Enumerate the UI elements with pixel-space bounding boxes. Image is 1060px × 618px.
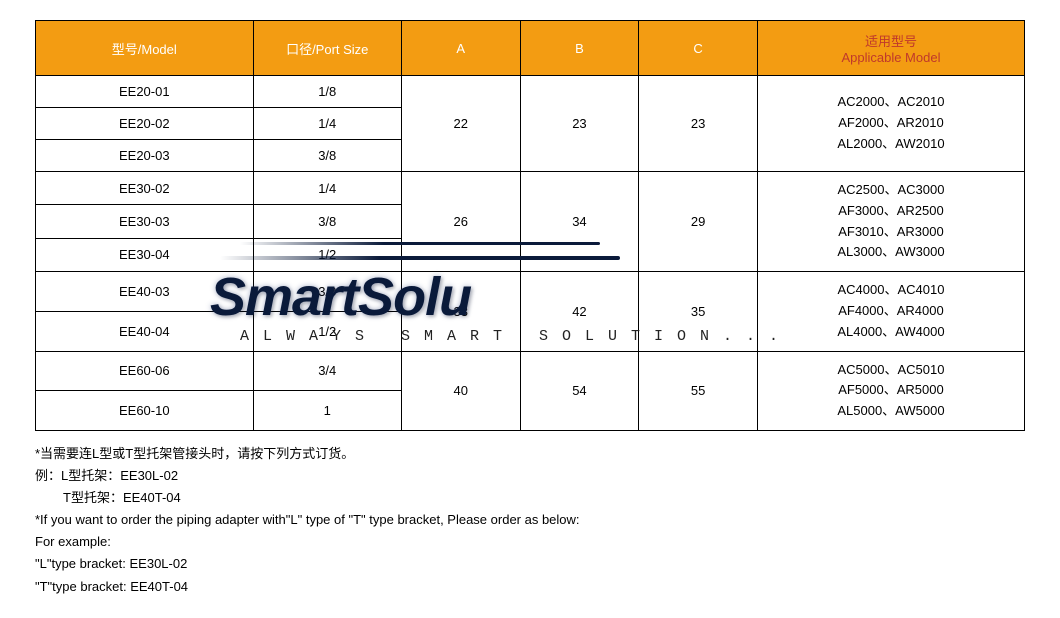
note-line: For example: xyxy=(35,531,1025,553)
col-applicable-en: Applicable Model xyxy=(841,50,940,65)
cell-model: EE30-03 xyxy=(36,205,254,238)
cell-applicable: AC5000、AC5010 AF5000、AR5000 AL5000、AW500… xyxy=(757,351,1024,430)
app-line: AF2000、AR2010 xyxy=(838,115,944,130)
cell-model: EE40-04 xyxy=(36,311,254,351)
note-line: "L"type bracket: EE30L-02 xyxy=(35,553,1025,575)
cell-port: 3/8 xyxy=(253,140,401,172)
cell-applicable: AC2500、AC3000 AF3000、AR2500 AF3010、AR300… xyxy=(757,172,1024,272)
cell-port: 1/4 xyxy=(253,172,401,205)
cell-c: 29 xyxy=(639,172,758,272)
app-line: AL2000、AW2010 xyxy=(837,136,944,151)
cell-model: EE30-02 xyxy=(36,172,254,205)
app-line: AF3000、AR2500 xyxy=(838,203,944,218)
app-line: AL5000、AW5000 xyxy=(837,403,944,418)
cell-model: EE60-10 xyxy=(36,391,254,431)
app-line: AC4000、AC4010 xyxy=(837,282,944,297)
cell-model: EE60-06 xyxy=(36,351,254,391)
cell-b: 42 xyxy=(520,272,639,351)
app-line: AF4000、AR4000 xyxy=(838,303,944,318)
spec-table: 型号/Model 口径/Port Size A B C 适用型号 Applica… xyxy=(35,20,1025,431)
col-b: B xyxy=(520,21,639,76)
note-line: "T"type bracket: EE40T-04 xyxy=(35,576,1025,598)
cell-model: EE40-03 xyxy=(36,272,254,312)
cell-b: 34 xyxy=(520,172,639,272)
cell-model: EE20-01 xyxy=(36,76,254,108)
cell-c: 55 xyxy=(639,351,758,430)
cell-port: 1 xyxy=(253,391,401,431)
table-row: EE30-02 1/4 26 34 29 AC2500、AC3000 AF300… xyxy=(36,172,1025,205)
table-row: EE20-01 1/8 22 23 23 AC2000、AC2010 AF200… xyxy=(36,76,1025,108)
col-model: 型号/Model xyxy=(36,21,254,76)
app-line: AC2000、AC2010 xyxy=(837,94,944,109)
table-row: EE60-06 3/4 40 54 55 AC5000、AC5010 AF500… xyxy=(36,351,1025,391)
cell-a: 40 xyxy=(401,351,520,430)
col-a: A xyxy=(401,21,520,76)
col-port: 口径/Port Size xyxy=(253,21,401,76)
cell-a: 33 xyxy=(401,272,520,351)
cell-b: 23 xyxy=(520,76,639,172)
cell-port: 3/8 xyxy=(253,205,401,238)
header-row: 型号/Model 口径/Port Size A B C 适用型号 Applica… xyxy=(36,21,1025,76)
cell-port: 3/8 xyxy=(253,272,401,312)
app-line: AL4000、AW4000 xyxy=(837,324,944,339)
cell-model: EE20-02 xyxy=(36,108,254,140)
col-c: C xyxy=(639,21,758,76)
cell-c: 35 xyxy=(639,272,758,351)
cell-applicable: AC2000、AC2010 AF2000、AR2010 AL2000、AW201… xyxy=(757,76,1024,172)
cell-port: 1/8 xyxy=(253,76,401,108)
app-line: AC2500、AC3000 xyxy=(837,182,944,197)
cell-model: EE20-03 xyxy=(36,140,254,172)
app-line: AL3000、AW3000 xyxy=(837,244,944,259)
col-applicable: 适用型号 Applicable Model xyxy=(757,21,1024,76)
cell-b: 54 xyxy=(520,351,639,430)
app-line: AF3010、AR3000 xyxy=(838,224,944,239)
cell-applicable: AC4000、AC4010 AF4000、AR4000 AL4000、AW400… xyxy=(757,272,1024,351)
note-line: 例：L型托架：EE30L-02 xyxy=(35,465,1025,487)
note-line: *当需要连L型或T型托架管接头时，请按下列方式订货。 xyxy=(35,443,1025,465)
cell-port: 1/2 xyxy=(253,238,401,271)
note-line: T型托架：EE40T-04 xyxy=(35,487,1025,509)
note-line: *If you want to order the piping adapter… xyxy=(35,509,1025,531)
cell-a: 22 xyxy=(401,76,520,172)
cell-port: 3/4 xyxy=(253,351,401,391)
cell-port: 1/2 xyxy=(253,311,401,351)
table-body: EE20-01 1/8 22 23 23 AC2000、AC2010 AF200… xyxy=(36,76,1025,431)
cell-model: EE30-04 xyxy=(36,238,254,271)
cell-c: 23 xyxy=(639,76,758,172)
cell-a: 26 xyxy=(401,172,520,272)
cell-port: 1/4 xyxy=(253,108,401,140)
table-row: EE40-03 3/8 33 42 35 AC4000、AC4010 AF400… xyxy=(36,272,1025,312)
app-line: AC5000、AC5010 xyxy=(837,362,944,377)
app-line: AF5000、AR5000 xyxy=(838,382,944,397)
notes-block: *当需要连L型或T型托架管接头时，请按下列方式订货。 例：L型托架：EE30L-… xyxy=(35,443,1025,598)
col-applicable-cn: 适用型号 xyxy=(865,34,917,49)
